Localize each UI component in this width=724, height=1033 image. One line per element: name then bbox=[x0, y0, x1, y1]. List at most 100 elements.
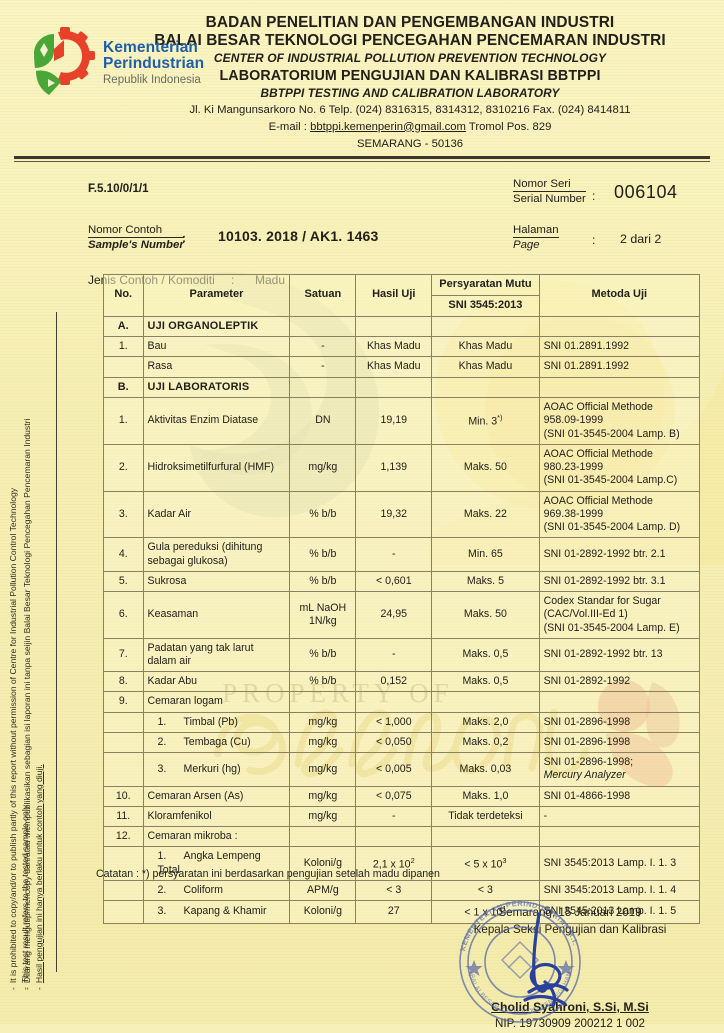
disclaimer-bullet: - bbox=[34, 987, 44, 990]
cell-satuan: Koloni/g bbox=[289, 900, 357, 924]
method-italic: Mercury Analyzer bbox=[543, 769, 626, 782]
cell-persyaratan bbox=[431, 376, 540, 399]
cell-no: 9. bbox=[103, 691, 144, 713]
cell-hasil: < 1,000 bbox=[355, 711, 433, 733]
cell-hasil bbox=[355, 315, 433, 338]
cell-hasil: < 0,050 bbox=[355, 731, 433, 754]
cell-persyaratan: Khas Madu bbox=[431, 336, 540, 358]
cell-hasil: < 3 bbox=[355, 879, 433, 902]
cell-no bbox=[103, 900, 144, 924]
cell-parameter: Padatan yang tak larut dalam air bbox=[142, 637, 291, 673]
cell-metoda: SNI 01.2891.1992 bbox=[538, 336, 701, 358]
cell-parameter: Kadar Air bbox=[142, 490, 291, 539]
cell-parameter: Cemaran logam bbox=[142, 691, 291, 713]
cell-persyaratan: Maks. 1,0 bbox=[431, 785, 540, 807]
cell-satuan: mL NaOH 1N/kg bbox=[289, 591, 357, 639]
cell-parameter: Kloramfenikol bbox=[142, 805, 291, 828]
header-rule-thin bbox=[14, 161, 710, 163]
email-label: E-mail : bbox=[268, 120, 311, 133]
table-row: Rasa - Khas Madu Khas Madu SNI 01.2891.1992 bbox=[103, 356, 701, 378]
cell-persyaratan: Maks. 50 bbox=[431, 443, 540, 492]
cell-persyaratan: Khas Madu bbox=[431, 356, 540, 378]
superscript: 3 bbox=[502, 855, 507, 865]
table-row: 11. Kloramfenikol mg/kg - Tidak terdeteksi - bbox=[103, 805, 701, 828]
cell-no: B. bbox=[103, 376, 144, 399]
signature-block: Semarang, 15 Januari 2019 Kepala Seksi P… bbox=[430, 905, 710, 1033]
cell-persyaratan: Maks. 0,5 bbox=[431, 637, 540, 673]
disclaimer-bullet: - bbox=[20, 987, 30, 990]
cell-persyaratan: Maks. 22 bbox=[431, 490, 540, 539]
sample-label-id: Nomor Contoh bbox=[88, 224, 184, 239]
cell-hasil bbox=[355, 376, 433, 399]
cell-persyaratan: Maks. 0,2 bbox=[431, 731, 540, 754]
cell-metoda: AOAC Official Methode 969.38-1999 (SNI 01-… bbox=[538, 490, 701, 539]
cell-satuan: % b/b bbox=[289, 570, 357, 593]
cell-no: 5. bbox=[103, 570, 144, 593]
cell-parameter: Keasaman bbox=[142, 591, 291, 639]
cell-satuan bbox=[289, 826, 357, 848]
sidebar-divider-line bbox=[56, 312, 57, 972]
cell-hasil: - bbox=[355, 805, 433, 828]
cell-hasil: < 0,601 bbox=[355, 570, 433, 593]
table-row: 2. Tembaga (Cu) mg/kg < 0,050 Maks. 0,2 SNI 0… bbox=[103, 731, 701, 754]
table-row: 1. Bau - Khas Madu Khas Madu SNI 01.2891.1992 bbox=[103, 336, 701, 358]
cell-persyaratan: Maks. 0,5 bbox=[431, 671, 540, 693]
cell-metoda bbox=[538, 315, 701, 338]
header-city-zip: SEMARANG - 50136 bbox=[356, 137, 464, 150]
cell-no: 8. bbox=[103, 671, 144, 693]
th-hasil-uji: Hasil Uji bbox=[355, 274, 433, 317]
cell-hasil: 1,139 bbox=[355, 443, 433, 492]
cell-metoda: Codex Standar for Sugar (CAC/Vol.III-Ed 1… bbox=[538, 591, 701, 639]
cell-parameter: Bau bbox=[142, 336, 291, 358]
cell-persyaratan bbox=[431, 826, 540, 848]
cell-persyaratan: < 5 x 103 bbox=[431, 846, 540, 881]
cell-metoda bbox=[538, 376, 701, 399]
table-row: 1. Timbal (Pb) mg/kg < 1,000 Maks. 2,0 SNI 01… bbox=[103, 711, 701, 733]
table-row: 5. Sukrosa% b/b < 0,601 Maks. 5 SNI 01-2892-… bbox=[103, 570, 701, 593]
cell-no: 2. bbox=[103, 443, 144, 492]
cell-satuan: mg/kg bbox=[289, 443, 357, 492]
logo-line-3: Republik Indonesia bbox=[103, 74, 201, 87]
sample-label-en: Sample's Number bbox=[88, 239, 184, 252]
cell-no: 10. bbox=[103, 785, 144, 807]
cell-persyaratan: Maks. 0,03 bbox=[431, 752, 540, 787]
cell-persyaratan: < 3 bbox=[431, 879, 540, 902]
cell-parameter: 2. Tembaga (Cu) bbox=[142, 731, 291, 754]
table-row: 6. Keasaman mL NaOH 1N/kg 24,95 Maks. 50 Codex… bbox=[103, 591, 701, 639]
cell-satuan: mg/kg bbox=[289, 731, 357, 754]
cell-hasil: - bbox=[355, 537, 433, 572]
signature-name: Cholid Syahroni, S.Si, M.Si bbox=[491, 999, 649, 1014]
cell-persyaratan bbox=[431, 315, 540, 338]
vertical-disclaimer-sidebar: -Dilarang mengutip/mencopy dan/atau memp… bbox=[0, 300, 66, 990]
cell-parameter: 2. Coliform bbox=[142, 879, 291, 902]
table-row: 7. Padatan yang tak larut dalam air% b/b - M… bbox=[103, 637, 701, 673]
disclaimer-id-2: - Hasil pengujian ini hanya berlaku untuk… bbox=[34, 764, 45, 990]
cell-metoda: SNI 3545:2013 Lamp. I. 1. 3 bbox=[538, 846, 701, 881]
email-address[interactable]: bbtppi.kemenperin@gmail.com bbox=[310, 120, 466, 133]
cell-parameter: Sukrosa bbox=[142, 570, 291, 593]
th-parameter: Parameter bbox=[142, 274, 291, 317]
cell-metoda: SNI 01-2892-1992 btr. 2.1 bbox=[538, 537, 701, 572]
cell-satuan: mg/kg bbox=[289, 785, 357, 807]
page-value: 2 dari 2 bbox=[620, 232, 662, 247]
page-label: Halaman Page bbox=[513, 224, 559, 251]
sub-index: 3. bbox=[157, 905, 167, 918]
table-row: 3. Kadar Air% b/b 19,32 Maks. 22 AOAC Offici… bbox=[103, 490, 701, 539]
disclaimer-bullet: - bbox=[8, 987, 18, 990]
cell-parameter: 1. Timbal (Pb) bbox=[142, 711, 291, 733]
signature-position: Kepala Seksi Pengujian dan Kalibrasi bbox=[473, 922, 667, 936]
cell-hasil: Khas Madu bbox=[355, 336, 433, 358]
cell-no: 1. bbox=[103, 336, 144, 358]
cell-metoda bbox=[538, 826, 701, 848]
cell-satuan: % b/b bbox=[289, 637, 357, 673]
cell-no: A. bbox=[103, 315, 144, 338]
cell-no bbox=[103, 731, 144, 754]
cell-parameter: Kadar Abu bbox=[142, 671, 291, 693]
cell-hasil bbox=[355, 691, 433, 713]
cell-satuan: mg/kg bbox=[289, 752, 357, 787]
cell-no bbox=[103, 711, 144, 733]
serial-label-en: Serial Number bbox=[513, 193, 586, 206]
disclaimer-id-2-text: Hasil pengujian ini hanya berlaku untuk … bbox=[34, 764, 44, 984]
cell-metoda bbox=[538, 691, 701, 713]
cell-parameter: 3. Kapang & Khamir bbox=[142, 900, 291, 924]
